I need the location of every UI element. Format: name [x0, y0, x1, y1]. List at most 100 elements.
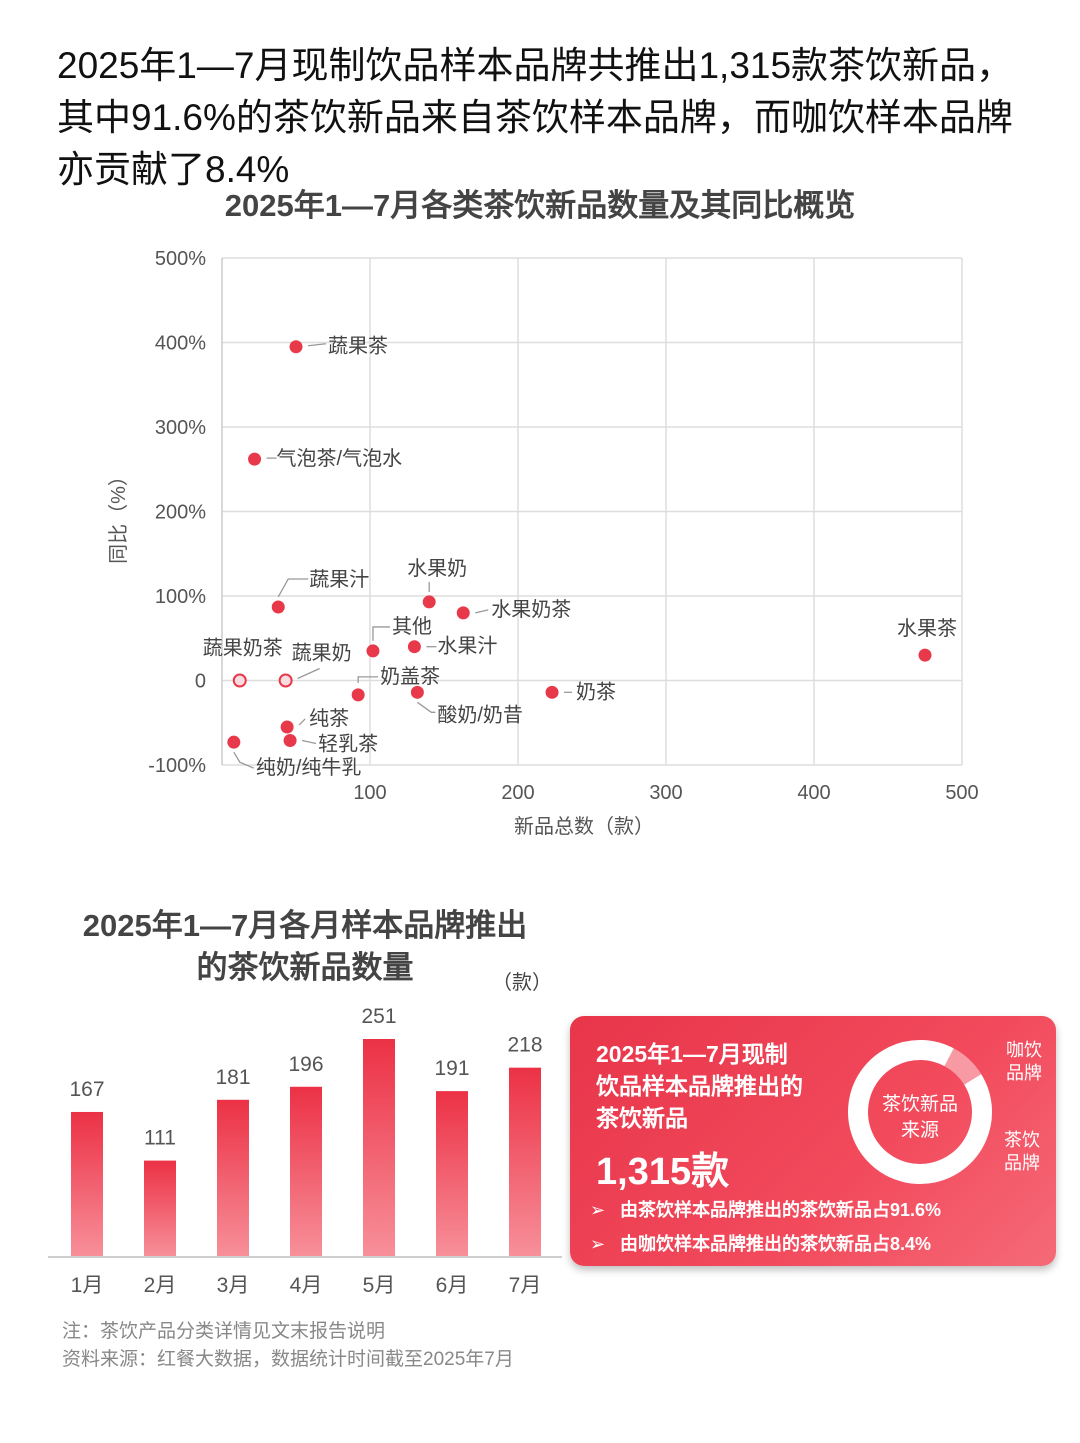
scatter-point — [280, 720, 294, 734]
leader-line — [372, 626, 390, 641]
legend-label-tea: 茶饮 — [1004, 1130, 1040, 1150]
bar — [363, 1039, 395, 1257]
leader-line — [301, 739, 317, 745]
point-label: 其他 — [392, 615, 432, 638]
headline: 2025年1—7月现制饮品样本品牌共推出1,315款茶饮新品，其中91.6%的茶… — [57, 45, 1014, 190]
scatter-point — [283, 733, 297, 747]
point-label: 水果奶 — [407, 557, 467, 580]
bar-value-label: 218 — [507, 1034, 542, 1057]
y-tick-label: 500% — [155, 248, 206, 270]
point-label: 蔬果奶茶 — [203, 637, 283, 660]
point-label: 轻乳茶 — [318, 732, 378, 755]
y-tick-label: 100% — [155, 586, 206, 608]
scatter-point — [407, 640, 421, 654]
card-title: 2025年1—7月现制 饮品样本品牌推出的 茶饮新品 — [596, 1038, 856, 1134]
scatter-point — [227, 735, 241, 749]
point-label: 蔬果茶 — [328, 335, 388, 358]
scatter-point — [456, 606, 470, 620]
bar — [71, 1111, 103, 1257]
scatter-title: 2025年1—7月各类茶饮新品数量及其同比概览 — [224, 188, 856, 223]
leader-line — [277, 578, 309, 598]
leader-line — [475, 609, 489, 614]
bar-value-label: 111 — [144, 1127, 176, 1150]
bar-chart-title: 2025年1—7月各月样本品牌推出 的茶饮新品数量 — [40, 905, 570, 989]
scatter-point — [248, 452, 262, 466]
x-tick-label: 100 — [353, 782, 386, 804]
scatter-point — [351, 688, 365, 702]
y-tick-label: 200% — [155, 502, 206, 524]
donut-center-label: 茶饮新品 — [882, 1093, 958, 1115]
donut-slice — [848, 1040, 992, 1184]
point-label: 奶盖茶 — [380, 665, 440, 688]
bar-category-label: 5月 — [363, 1274, 396, 1297]
legend-label-coffee: 咖饮 — [1006, 1040, 1042, 1060]
legend-label-tea: 品牌 — [1004, 1153, 1040, 1173]
summary-card: 2025年1—7月现制 饮品样本品牌推出的 茶饮新品 1,315款 茶饮新品来源… — [570, 1016, 1056, 1266]
bullet-text-coffee: 由咖饮样本品牌推出的茶饮新品占8.4% — [620, 1234, 932, 1254]
card-total: 1,315款 — [596, 1151, 730, 1193]
bar-value-label: 167 — [69, 1078, 104, 1101]
bar-category-label: 1月 — [71, 1274, 104, 1297]
bar-category-label: 7月 — [509, 1274, 542, 1297]
scatter-point — [278, 673, 293, 688]
card-title-line-1: 2025年1—7月现制 — [596, 1041, 788, 1067]
point-label: 蔬果汁 — [309, 568, 369, 591]
card-title-line-2: 饮品样本品牌推出的 — [596, 1073, 803, 1099]
point-label: 水果茶 — [897, 617, 957, 640]
bar-value-label: 181 — [215, 1066, 250, 1089]
point-label: 气泡茶/气泡水 — [277, 447, 403, 470]
bar-value-label: 251 — [361, 1005, 396, 1028]
bar — [290, 1086, 322, 1257]
point-label: 纯奶/纯牛乳 — [256, 756, 362, 779]
x-tick-label: 500 — [945, 782, 978, 804]
x-tick-label: 400 — [797, 782, 830, 804]
bar-category-label: 4月 — [290, 1274, 323, 1297]
leader-line — [416, 701, 436, 713]
scatter-point — [545, 685, 559, 699]
bar — [217, 1099, 249, 1257]
note-line: 注：茶饮产品分类详情见文末报告说明 — [62, 1321, 386, 1342]
legend-label-coffee: 品牌 — [1006, 1063, 1042, 1083]
card-bullet: ➢ 由茶饮样本品牌推出的茶饮新品占91.6% — [590, 1196, 941, 1222]
bullet-arrow-icon: ➢ — [590, 1234, 606, 1254]
bar — [509, 1067, 541, 1257]
leader-line — [307, 343, 327, 347]
x-axis-label: 新品总数（款） — [514, 815, 654, 838]
point-label: 蔬果奶 — [292, 642, 352, 665]
leader-line — [298, 718, 306, 726]
bullet-arrow-icon: ➢ — [590, 1200, 606, 1220]
y-tick-label: -100% — [148, 755, 206, 777]
scatter-point — [422, 595, 436, 609]
x-tick-label: 300 — [649, 782, 682, 804]
donut-center-label: 来源 — [901, 1119, 939, 1141]
bar-title-line-2: 的茶饮新品数量 — [196, 950, 414, 985]
leader-line — [357, 676, 379, 683]
y-tick-label: 300% — [155, 417, 206, 439]
bar-value-label: 196 — [288, 1053, 323, 1076]
scatter-chart: 100 200 300 400 500 500% 400% 300% 200% 100% 0 -100… — [107, 248, 979, 838]
point-label: 水果汁 — [437, 635, 497, 658]
bar-category-label: 6月 — [436, 1274, 469, 1297]
point-label: 奶茶 — [576, 680, 616, 703]
leader-line — [297, 667, 320, 680]
scatter-point — [366, 644, 380, 658]
bar-title-line-1: 2025年1—7月各月样本品牌推出 — [82, 908, 528, 943]
card-bullets: ➢ 由茶饮样本品牌推出的茶饮新品占91.6% ➢ 由咖饮样本品牌推出的茶饮新品占8.… — [590, 1196, 941, 1264]
bar-chart: 167 1月 111 2月 181 3月 196 4月 251 5月 191 6月 218 7月 — [48, 1005, 562, 1297]
bar — [436, 1091, 468, 1257]
card-title-line-3: 茶饮新品 — [596, 1105, 688, 1131]
scatter-point — [289, 340, 303, 354]
y-tick-label: 400% — [155, 333, 206, 355]
leader-line — [233, 751, 255, 769]
bullet-text-tea: 由茶饮样本品牌推出的茶饮新品占91.6% — [620, 1200, 942, 1220]
y-tick-label: 0 — [195, 671, 206, 693]
card-bullet: ➢ 由咖饮样本品牌推出的茶饮新品占8.4% — [590, 1230, 941, 1256]
bar-value-label: 191 — [434, 1057, 469, 1080]
notes: 注：茶饮产品分类详情见文末报告说明 资料来源：红餐大数据，数据统计时间截至202… — [62, 1318, 514, 1374]
bar-category-label: 3月 — [217, 1274, 250, 1297]
donut-slice — [943, 1048, 982, 1086]
y-axis-label: 同比（%） — [107, 466, 130, 564]
scatter-point — [410, 685, 424, 699]
source-line: 资料来源：红餐大数据，数据统计时间截至2025年7月 — [62, 1349, 514, 1370]
